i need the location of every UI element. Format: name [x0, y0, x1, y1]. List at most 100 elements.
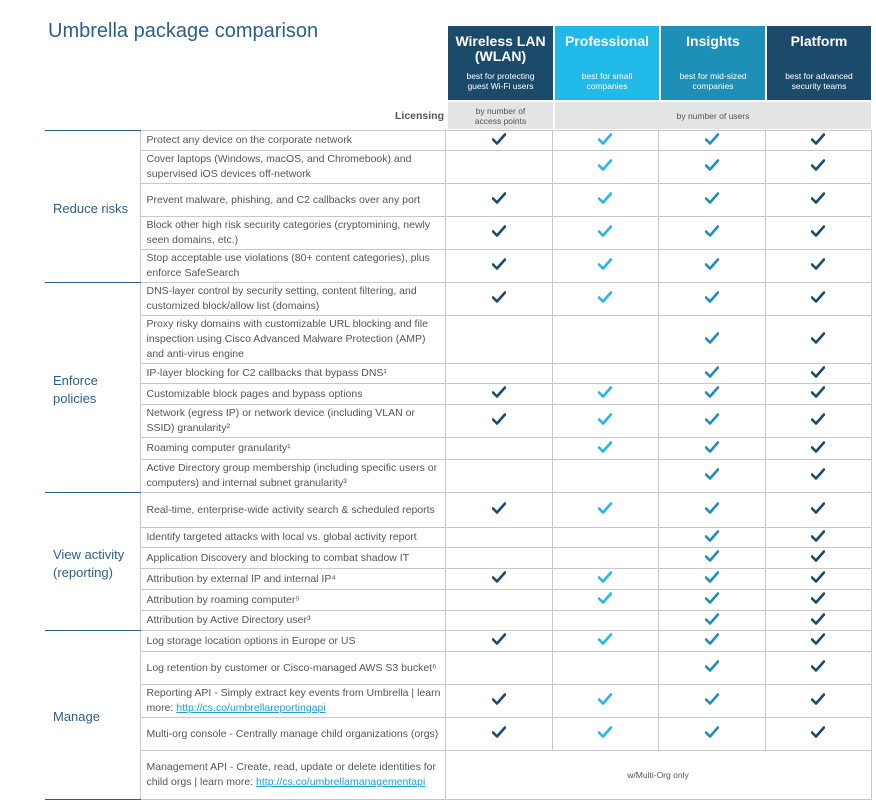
check-cell: [658, 684, 766, 718]
comparison-table: Reduce risks Protect any device on the co…: [45, 130, 872, 800]
check-cell: [552, 130, 659, 151]
check-icon: [811, 468, 825, 480]
feature-text: Cover laptops (Windows, macOS, and Chrom…: [146, 153, 412, 180]
feature-description: Stop acceptable use violations (80+ cont…: [139, 249, 446, 283]
category-label: View activity (reporting): [45, 492, 140, 631]
table-row: IP-layer blocking for C2 callbacks that …: [45, 363, 872, 384]
check-icon: [491, 693, 506, 705]
feature-text: Attribution by roaming computer⁵: [146, 593, 300, 606]
check-cell: [552, 183, 659, 217]
check-cell: [552, 610, 659, 631]
feature-description: Management API - Create, read, update or…: [139, 750, 446, 800]
table-row: Identify targeted attacks with local vs.…: [45, 527, 872, 548]
check-cell: [445, 216, 553, 250]
feature-text: DNS-layer control by security setting, c…: [146, 285, 417, 312]
check-icon: [598, 633, 612, 645]
check-icon: [704, 633, 719, 645]
check-cell: [765, 150, 872, 184]
check-cell: [658, 717, 766, 751]
check-cell: [445, 383, 553, 405]
check-cell: [658, 383, 766, 405]
check-cell: [658, 610, 766, 631]
check-cell: [552, 568, 659, 590]
feature-text: Network (egress IP) or network device (i…: [146, 407, 415, 434]
feature-description: Customizable block pages and bypass opti…: [139, 383, 446, 405]
check-cell: [445, 568, 553, 590]
plan-header-platform: Platform best for advanced security team…: [767, 26, 871, 100]
feature-text: Roaming computer granularity¹: [146, 442, 291, 454]
table-row: Block other high risk security categorie…: [45, 216, 872, 250]
check-cell: [765, 684, 872, 718]
check-icon: [811, 550, 825, 562]
plan-description: best for advanced security teams: [785, 71, 853, 91]
learn-more-link[interactable]: http://cs.co/umbrellamanagementapi: [256, 776, 426, 788]
plan-header-professional: Professional best for small companies: [555, 26, 659, 100]
check-cell: [658, 249, 766, 283]
check-icon: [811, 192, 825, 204]
check-cell: [658, 315, 766, 364]
check-icon: [811, 592, 825, 604]
check-cell: [445, 684, 553, 718]
check-cell: [552, 527, 659, 548]
check-icon: [491, 132, 506, 145]
check-cell: [445, 150, 553, 184]
check-cell: [552, 282, 659, 316]
check-cell: [445, 249, 553, 283]
check-icon: [491, 192, 506, 204]
feature-text: Block other high risk security categorie…: [146, 219, 431, 246]
check-cell: [552, 383, 659, 405]
check-icon: [704, 726, 719, 738]
feature-text: Attribution by external IP and internal …: [146, 572, 336, 585]
check-icon: [598, 192, 612, 204]
check-cell: [552, 459, 659, 493]
check-icon: [598, 159, 612, 171]
check-cell: [658, 527, 766, 548]
feature-description: Attribution by roaming computer⁵: [139, 589, 446, 611]
feature-description: Application Discovery and blocking to co…: [139, 547, 446, 569]
feature-text: Multi-org console - Centrally manage chi…: [146, 727, 439, 740]
check-icon: [811, 612, 825, 625]
check-cell: [445, 404, 553, 438]
check-cell: [765, 130, 872, 151]
check-icon: [704, 291, 719, 303]
check-icon: [598, 132, 612, 145]
table-row: Application Discovery and blocking to co…: [45, 547, 872, 569]
check-cell: [552, 684, 659, 718]
feature-description: Identify targeted attacks with local vs.…: [139, 527, 446, 548]
plan-header-wlan: Wireless LAN (WLAN) best for protecting …: [448, 26, 553, 100]
check-cell: [765, 651, 872, 685]
check-icon: [704, 365, 719, 378]
check-icon: [704, 529, 719, 542]
check-cell: [552, 404, 659, 438]
feature-text: Proxy risky domains with customizable UR…: [146, 318, 428, 360]
check-icon: [811, 529, 825, 542]
table-row: Customizable block pages and bypass opti…: [45, 383, 872, 405]
check-cell: [765, 568, 872, 590]
check-icon: [598, 413, 612, 425]
check-cell: [445, 282, 553, 316]
check-icon: [704, 660, 719, 672]
check-cell: [445, 437, 553, 460]
check-cell: [765, 492, 872, 528]
check-cell: [552, 315, 659, 364]
check-icon: [704, 571, 719, 583]
check-icon: [598, 386, 612, 398]
feature-description: DNS-layer control by security setting, c…: [139, 282, 446, 316]
check-cell: [445, 363, 553, 384]
check-icon: [811, 331, 825, 344]
feature-text: Customizable block pages and bypass opti…: [146, 387, 363, 400]
check-cell: [445, 492, 553, 528]
plan-description: best for protecting guest Wi-Fi users: [466, 71, 535, 91]
feature-text: Protect any device on the corporate netw…: [146, 134, 352, 146]
check-icon: [811, 132, 825, 145]
category-label: Enforce policies: [45, 282, 140, 493]
check-cell: [445, 130, 553, 151]
licensing-others-text: by number of users: [676, 110, 750, 121]
learn-more-link[interactable]: http://cs.co/umbrellareportingapi: [176, 702, 326, 714]
check-icon: [811, 633, 825, 645]
feature-text: Active Directory group membership (inclu…: [146, 462, 438, 489]
check-icon: [598, 693, 612, 705]
check-cell: [765, 383, 872, 405]
check-icon: [491, 225, 506, 237]
check-cell: [552, 547, 659, 569]
